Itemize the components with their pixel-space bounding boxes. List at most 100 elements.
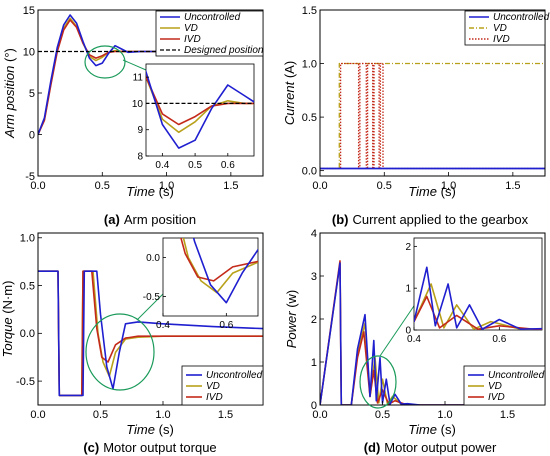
plot-c-ticks: 0.0 0.5 1.0 1.5 -0.5 0.0 0.5 1.0 xyxy=(16,233,233,421)
plot-b-legend: Uncontrolled VD IVD xyxy=(464,10,550,46)
legend-b-vd: VD xyxy=(493,23,507,34)
plot-c-legend: Uncontrolled VD IVD xyxy=(181,365,264,406)
plot-d-ylabel: Power (w) xyxy=(284,290,299,349)
plot-b-line-ivd xyxy=(320,62,545,170)
plot-c-xtick-label: 0.5 xyxy=(93,409,108,421)
plot-d-inset-ytick-label: 2 xyxy=(405,242,411,253)
plot-a-xlabel: Time (s) xyxy=(126,184,174,199)
plot-a-inset-ticks: 0.4 0.5 0.6 8 9 10 11 xyxy=(132,73,235,171)
caption-d-text: Motor output power xyxy=(384,440,497,455)
plot-b-ylabel: Current (A) xyxy=(282,61,297,125)
plot-d-series xyxy=(320,260,545,405)
plot-b-ytick-label: 1.5 xyxy=(302,5,317,17)
plot-a-inset: 0.4 0.5 0.6 8 9 10 11 xyxy=(132,63,255,171)
plot-d-ytick-label: 3 xyxy=(311,271,317,283)
plot-c-inset-xtick-label: 0.6 xyxy=(219,320,233,331)
caption-a-text: Arm position xyxy=(124,212,196,227)
panel-d: 0.0 0.5 1.0 1.5 0 1 2 3 4 Time (s) Power (w) Unc… xyxy=(284,228,546,437)
plot-d-inset-ytick-label: 1 xyxy=(405,284,411,295)
caption-c-label: (c) xyxy=(83,440,99,455)
plot-d-legend: Uncontrolled VD IVD xyxy=(463,365,546,406)
plot-a-ticks: 0.0 0.5 1.0 1.5 -5 0 5 10 15 xyxy=(23,5,239,192)
plot-b-xtick-label: 0.5 xyxy=(377,180,392,192)
caption-b-label: (b) xyxy=(332,212,349,227)
legend-d-uncontrolled: Uncontrolled xyxy=(488,370,545,381)
plot-d-ytick-label: 2 xyxy=(311,314,317,326)
plot-a-ylabel: Arm position (°) xyxy=(2,48,17,139)
plot-b-series xyxy=(320,62,545,170)
plot-b-xlabel: Time (s) xyxy=(408,184,456,199)
plot-d-ytick-label: 4 xyxy=(311,228,317,240)
plot-c-ylabel: Torque (N·m) xyxy=(0,281,15,358)
plot-a-xtick-label: 0.5 xyxy=(95,180,110,192)
legend-d-vd: VD xyxy=(488,381,502,392)
plot-c-xlabel: Time (s) xyxy=(126,422,174,437)
plot-a-highlight-ellipse xyxy=(84,45,126,79)
plot-c-highlight-ellipse xyxy=(85,313,155,391)
plot-a-ytick-label: 0 xyxy=(29,129,35,141)
plot-d-inset-ticks: 0.4 0.6 0 1 2 xyxy=(405,242,506,345)
legend-a-uncontrolled: Uncontrolled xyxy=(184,12,241,23)
plot-a-ytick-label: 10 xyxy=(23,46,35,58)
plot-d-xtick-label: 0.0 xyxy=(312,409,327,421)
plot-c-xtick-label: 1.5 xyxy=(218,409,233,421)
plot-a-inset-line-uncontrolled xyxy=(146,68,254,149)
caption-a: (a) Arm position xyxy=(104,212,196,227)
plot-d-highlight-ellipse xyxy=(359,355,397,409)
plot-c-inset-ticks: 0.4 0.6 -0.5 0.0 xyxy=(143,253,234,331)
plot-a-inset-ytick-label: 9 xyxy=(137,125,143,136)
plot-a-inset-frame xyxy=(145,63,255,157)
plot-c-inset-series xyxy=(180,238,258,304)
legend-c-uncontrolled: Uncontrolled xyxy=(206,370,263,381)
plot-a-inset-series xyxy=(146,68,254,149)
plot-a-legend-box xyxy=(155,10,264,57)
legend-b-ivd: IVD xyxy=(493,34,510,45)
plot-a-ytick-label: 5 xyxy=(29,88,35,100)
caption-c-text: Motor output torque xyxy=(103,440,216,455)
plot-d-ytick-label: 1 xyxy=(311,357,317,369)
plot-a-legend: Uncontrolled VD IVD Designed position xyxy=(155,10,264,57)
plot-b-xtick-label: 1.0 xyxy=(441,180,456,192)
plot-c-zoom-connector xyxy=(136,289,168,321)
plot-c-inset-line-vd xyxy=(182,238,258,294)
caption-d: (d) Motor output power xyxy=(364,440,497,455)
plot-b-line-vd xyxy=(320,62,545,170)
plot-d-xtick-label: 0.5 xyxy=(375,409,390,421)
plot-c-inset-ytick-label: 0.0 xyxy=(146,253,160,264)
plot-a-inset-ytick-label: 10 xyxy=(132,99,144,110)
plot-c-inset-line-uncontrolled xyxy=(192,238,258,304)
plot-b-ytick-label: 0.5 xyxy=(302,112,317,124)
plot-b-xtick-label: 0.0 xyxy=(312,180,327,192)
plot-c-ytick-label: 1.0 xyxy=(20,233,35,245)
plot-d-xtick-label: 1.5 xyxy=(500,409,515,421)
legend-c-vd: VD xyxy=(206,381,220,392)
panel-a: 0.0 0.5 1.0 1.5 -5 0 5 10 15 Time (s) Arm positi… xyxy=(2,5,264,199)
plot-c-ytick-label: 0.5 xyxy=(20,280,35,292)
caption-b: (b) Current applied to the gearbox xyxy=(332,212,529,227)
plot-d-inset-frame xyxy=(413,237,543,331)
plot-d-inset-xtick-label: 0.6 xyxy=(492,334,506,345)
plot-c-ytick-label: 0.0 xyxy=(20,328,35,340)
plot-c-frame xyxy=(37,232,264,406)
plot-d-inset-series xyxy=(414,266,542,330)
caption-b-text: Current applied to the gearbox xyxy=(352,212,528,227)
legend-a-designed: Designed position xyxy=(184,45,264,56)
plot-c-series xyxy=(38,270,263,397)
plot-c-xtick-label: 1.0 xyxy=(155,409,170,421)
plot-a-inset-line-ivd xyxy=(146,74,254,126)
plot-d-ticks: 0.0 0.5 1.0 1.5 0 1 2 3 4 xyxy=(311,228,515,421)
plot-d-inset-line-uncontrolled xyxy=(414,266,542,330)
legend-b-uncontrolled: Uncontrolled xyxy=(493,12,550,23)
plot-b-ticks: 0.0 0.5 1.0 1.5 0.0 0.5 1.0 1.5 xyxy=(302,5,521,192)
plot-d-line-ivd xyxy=(320,260,545,405)
plot-d-ytick-label: 0 xyxy=(311,400,317,412)
plot-d-line-uncontrolled xyxy=(320,262,545,405)
plot-c-inset-xtick-label: 0.4 xyxy=(156,320,170,331)
plot-b-frame xyxy=(319,9,546,177)
plot-d-inset-line-ivd xyxy=(414,295,542,330)
legend-d-ivd: IVD xyxy=(488,392,505,403)
plot-a-inset-ytick-label: 8 xyxy=(137,152,143,163)
plot-d-inset-ytick-label: 0 xyxy=(405,326,411,337)
plot-a-ytick-label: -5 xyxy=(25,171,35,183)
